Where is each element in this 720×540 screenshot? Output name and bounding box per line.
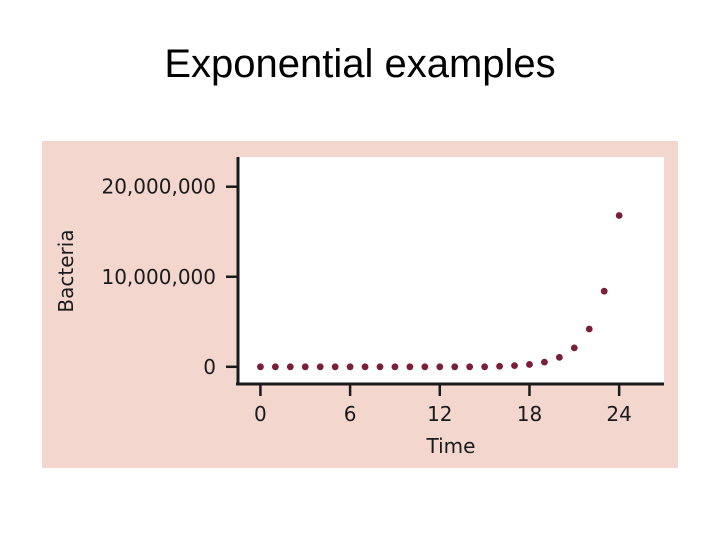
data-point bbox=[406, 363, 414, 371]
x-tick-label: 12 bbox=[427, 402, 452, 426]
data-point bbox=[451, 363, 459, 371]
data-point bbox=[271, 363, 279, 371]
data-point bbox=[286, 363, 294, 371]
data-point bbox=[555, 353, 563, 361]
x-tick-label: 18 bbox=[517, 402, 542, 426]
chart-panel: 0 10,000,000 20,000,000 0 6 12 18 24 Time Bact… bbox=[42, 141, 678, 468]
data-point bbox=[600, 287, 608, 295]
bacteria-growth-chart: 0 10,000,000 20,000,000 0 6 12 18 24 Time Bact… bbox=[42, 141, 678, 468]
plot-area bbox=[238, 157, 664, 383]
data-points bbox=[257, 212, 623, 371]
data-point bbox=[391, 363, 399, 371]
data-point bbox=[570, 344, 578, 352]
x-axis-label: Time bbox=[426, 434, 476, 458]
data-point bbox=[466, 363, 474, 371]
y-tick-label: 0 bbox=[203, 355, 216, 379]
data-point bbox=[481, 363, 489, 371]
data-point bbox=[301, 363, 309, 371]
x-tick-label: 24 bbox=[606, 402, 631, 426]
y-tick-label: 20,000,000 bbox=[101, 175, 216, 199]
data-point bbox=[585, 325, 593, 333]
y-tick-label: 10,000,000 bbox=[101, 265, 216, 289]
data-point bbox=[526, 361, 533, 368]
data-point bbox=[421, 363, 429, 371]
data-point bbox=[346, 363, 354, 371]
data-point bbox=[257, 363, 264, 371]
data-point bbox=[331, 363, 339, 371]
data-point bbox=[541, 358, 548, 366]
data-point bbox=[376, 363, 384, 371]
slide-title: Exponential examples bbox=[164, 42, 556, 86]
x-tick-label: 0 bbox=[254, 402, 267, 426]
data-point bbox=[496, 362, 503, 370]
data-point bbox=[361, 363, 369, 371]
x-ticks: 0 6 12 18 24 bbox=[254, 384, 632, 426]
data-point bbox=[436, 363, 444, 371]
x-tick-label: 6 bbox=[344, 402, 357, 426]
data-point bbox=[615, 212, 623, 219]
y-axis-label: Bacteria bbox=[54, 229, 78, 312]
y-ticks: 0 10,000,000 20,000,000 bbox=[101, 175, 238, 379]
data-point bbox=[316, 363, 324, 371]
data-point bbox=[511, 362, 518, 370]
